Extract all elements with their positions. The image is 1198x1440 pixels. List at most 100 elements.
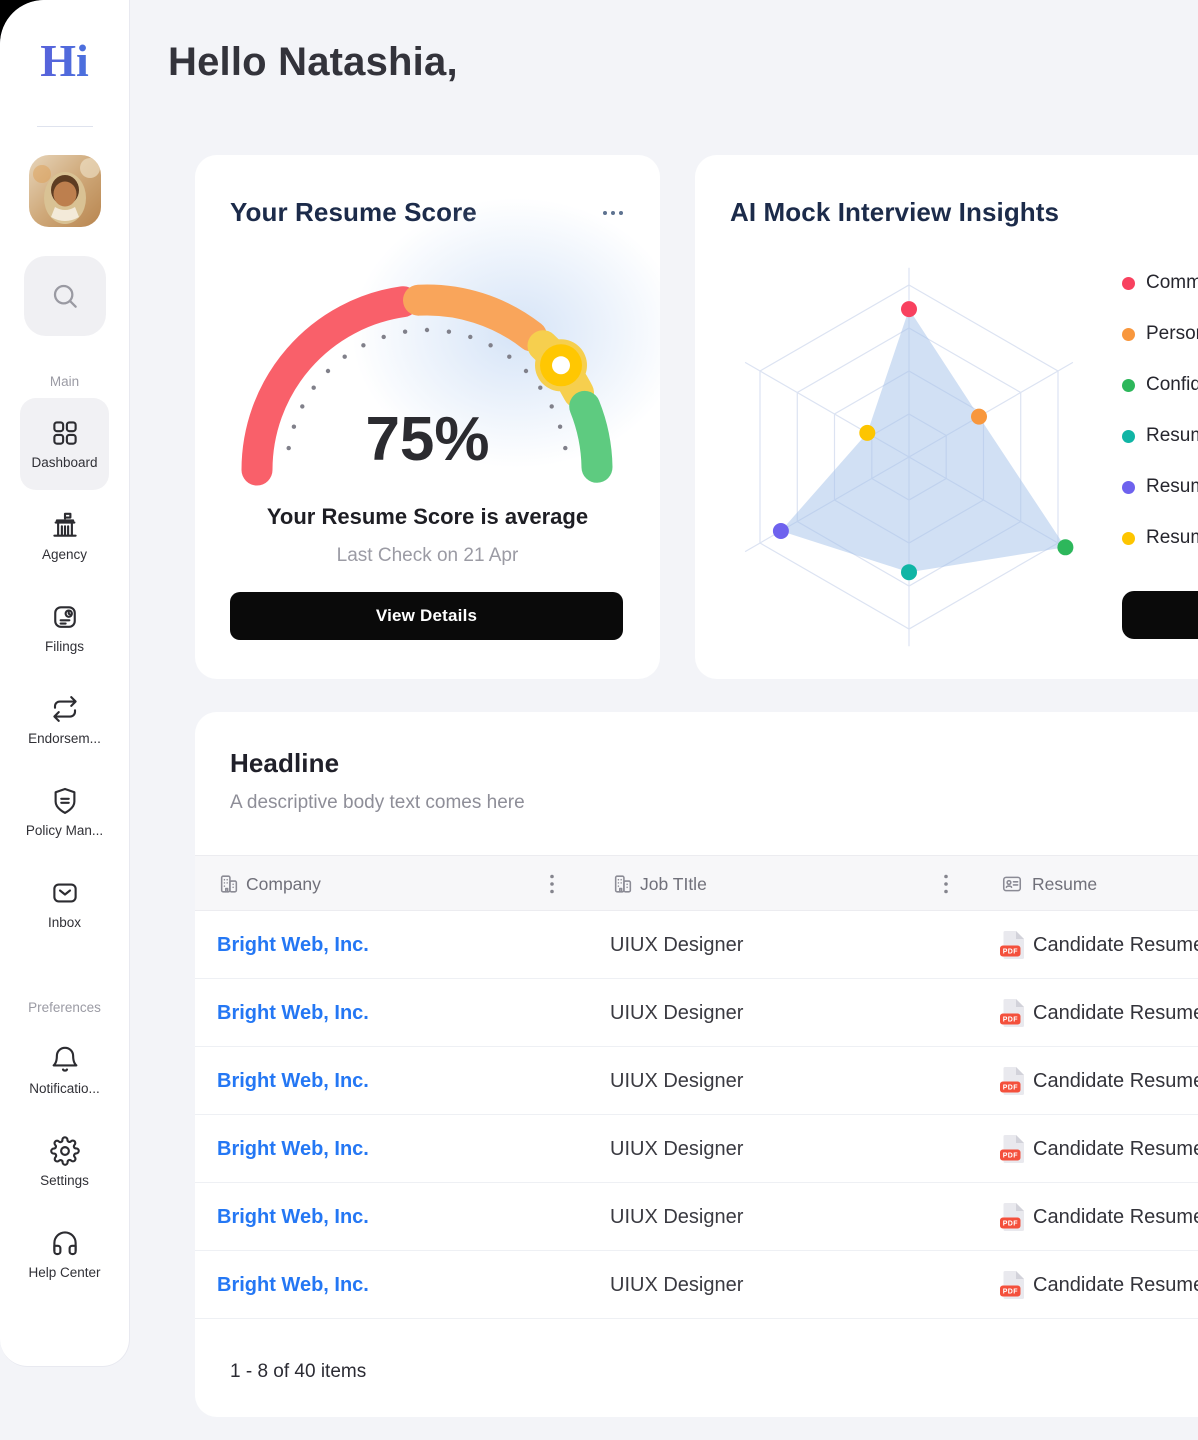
pdf-icon: PDF — [1000, 1134, 1026, 1164]
resume-file-label: Candidate Resume — [1033, 1205, 1198, 1228]
legend-item: Resum — [1122, 424, 1198, 448]
applications-table-card: Headline A descriptive body text comes h… — [195, 712, 1198, 1417]
resume-file-link[interactable]: PDF Candidate Resume — [1000, 911, 1198, 979]
column-header-resume: Resume — [1002, 856, 1097, 912]
job-title-cell: UIUX Designer — [610, 1273, 744, 1296]
gauge-score-value: 75% — [365, 405, 490, 474]
svg-text:PDF: PDF — [1003, 1289, 1019, 1296]
sidebar-item-label: Dashboard — [31, 455, 98, 470]
column-menu-button[interactable] — [542, 873, 562, 895]
sidebar-item-dashboard[interactable]: Dashboard — [20, 398, 109, 490]
gauge-last-check: Last Check on 21 Apr — [336, 545, 519, 566]
table-row: Bright Web, Inc. UIUX Designer PDF Candi… — [195, 979, 1198, 1047]
sidebar-item-settings[interactable]: Settings — [20, 1116, 109, 1208]
search-button[interactable] — [24, 256, 106, 336]
sidebar-item-inbox[interactable]: Inbox — [20, 858, 109, 950]
table-title: Headline — [230, 748, 340, 778]
table-body: Bright Web, Inc. UIUX Designer PDF Candi… — [195, 911, 1198, 1319]
view-details-button[interactable]: View Details — [230, 592, 623, 640]
company-link[interactable]: Bright Web, Inc. — [217, 1001, 369, 1024]
sidebar: Hi Main Dashboard — [0, 0, 130, 1367]
page-title: Hello Natashia, — [168, 40, 458, 84]
pdf-icon: PDF — [1000, 1202, 1026, 1232]
company-link[interactable]: Bright Web, Inc. — [217, 1205, 369, 1228]
avatar-image — [29, 155, 101, 227]
job-title-cell: UIUX Designer — [610, 1137, 744, 1160]
ellipsis-menu-button[interactable] — [600, 202, 630, 224]
svg-text:PDF: PDF — [1003, 949, 1019, 956]
legend-item: Resum — [1122, 475, 1198, 499]
envelope-icon — [50, 878, 80, 908]
sidebar-item-policy-man[interactable]: Policy Man... — [20, 766, 109, 858]
card-title: Your Resume Score — [230, 197, 477, 227]
resume-file-label: Candidate Resume — [1033, 1137, 1198, 1160]
sidebar-item-filings[interactable]: Filings — [20, 582, 109, 674]
table-subtitle: A descriptive body text comes here — [230, 792, 525, 813]
legend-label: Resum — [1146, 425, 1198, 446]
job-title-cell: UIUX Designer — [610, 1069, 744, 1092]
legend-label: Resum — [1146, 527, 1198, 548]
legend-label: Resum — [1146, 476, 1198, 497]
legend-item: Person — [1122, 322, 1198, 346]
sidebar-item-help-center[interactable]: Help Center — [20, 1208, 109, 1300]
building-icon — [218, 873, 240, 895]
pdf-icon: PDF — [1000, 1066, 1026, 1096]
legend-dot — [1122, 480, 1135, 494]
shield-icon — [50, 786, 80, 816]
table-row: Bright Web, Inc. UIUX Designer PDF Candi… — [195, 911, 1198, 979]
sidebar-item-agency[interactable]: Agency — [20, 490, 109, 582]
company-link[interactable]: Bright Web, Inc. — [217, 1137, 369, 1160]
id-card-icon — [1001, 873, 1023, 895]
kebab-icon — [936, 873, 956, 895]
radar-legend: Commu Person Confid Resum Resum Resum — [1122, 271, 1198, 577]
job-title-cell: UIUX Designer — [610, 1001, 744, 1024]
legend-item: Confid — [1122, 373, 1198, 397]
company-link[interactable]: Bright Web, Inc. — [217, 1273, 369, 1296]
legend-label: Person — [1146, 323, 1198, 344]
legend-dot — [1122, 531, 1135, 545]
resume-file-link[interactable]: PDF Candidate Resume — [1000, 1115, 1198, 1183]
bell-icon — [50, 1044, 80, 1074]
sidebar-item-label: Policy Man... — [25, 823, 104, 838]
sidebar-item-label: Help Center — [28, 1265, 101, 1280]
nav-section-label: Main — [49, 374, 80, 389]
resume-file-link[interactable]: PDF Candidate Resume — [1000, 1047, 1198, 1115]
clipped-action-button[interactable] — [1122, 591, 1198, 639]
svg-text:PDF: PDF — [1003, 1221, 1019, 1228]
building-icon — [612, 873, 634, 895]
kebab-icon — [542, 873, 562, 895]
resume-file-link[interactable]: PDF Candidate Resume — [1000, 1251, 1198, 1319]
resume-file-link[interactable]: PDF Candidate Resume — [1000, 1183, 1198, 1251]
search-icon — [49, 280, 81, 312]
sidebar-item-label: Settings — [40, 1173, 89, 1188]
column-header-company: Company — [220, 856, 321, 912]
interview-radar-chart — [744, 267, 1074, 647]
sidebar-item-label: Agency — [41, 547, 88, 562]
legend-dot — [1122, 327, 1135, 341]
sidebar-item-notificatio[interactable]: Notificatio... — [20, 1024, 109, 1116]
column-menu-button[interactable] — [936, 873, 956, 895]
job-title-cell: UIUX Designer — [610, 933, 744, 956]
company-link[interactable]: Bright Web, Inc. — [217, 1069, 369, 1092]
sidebar-item-endorsem[interactable]: Endorsem... — [20, 674, 109, 766]
legend-item: Resum — [1122, 526, 1198, 550]
sidebar-nav: Main Dashboard Agency Filings Endorsem..… — [0, 366, 129, 1300]
company-link[interactable]: Bright Web, Inc. — [217, 933, 369, 956]
user-avatar[interactable] — [29, 155, 101, 227]
headset-icon — [50, 1228, 80, 1258]
table-row: Bright Web, Inc. UIUX Designer PDF Candi… — [195, 1047, 1198, 1115]
table-row: Bright Web, Inc. UIUX Designer PDF Candi… — [195, 1115, 1198, 1183]
pagination-summary: 1 - 8 of 40 items — [230, 1361, 367, 1382]
gear-icon — [49, 1136, 80, 1166]
app-logo: Hi — [0, 34, 129, 87]
sidebar-item-label: Notificatio... — [29, 1081, 100, 1096]
table-footer: 1 - 8 of 40 items — [195, 1319, 1198, 1417]
svg-text:PDF: PDF — [1003, 1017, 1019, 1024]
legend-item: Commu — [1122, 271, 1198, 295]
resume-file-link[interactable]: PDF Candidate Resume — [1000, 979, 1198, 1047]
resume-score-card: Your Resume Score 75% Your Resume Score … — [195, 155, 660, 679]
svg-text:PDF: PDF — [1003, 1153, 1019, 1160]
table-header-row: Company Job TItle Resume — [195, 855, 1198, 911]
pdf-icon: PDF — [1000, 930, 1026, 960]
legend-dot — [1122, 378, 1135, 392]
